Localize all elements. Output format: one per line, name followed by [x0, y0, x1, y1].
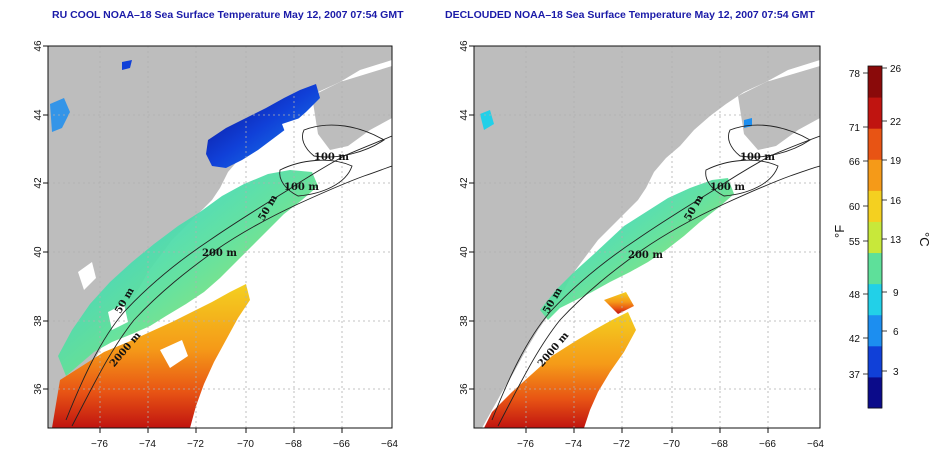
colorbar-swatch: [868, 283, 882, 316]
colorbar-swatch: [868, 221, 882, 254]
colorbar-swatch: [868, 252, 882, 285]
colorbar-swatch: [868, 314, 882, 347]
x-tick-label: −74: [565, 439, 582, 450]
sst-warm: [484, 312, 636, 428]
colorbar-swatch: [868, 66, 882, 98]
fahrenheit-tick: 48: [849, 290, 861, 301]
contour-label: 100 m: [314, 152, 349, 163]
right-map: [474, 46, 820, 428]
fahrenheit-tick: 60: [849, 202, 861, 213]
y-tick-label: 36: [33, 383, 44, 395]
sst-gulf-maine: [206, 84, 320, 168]
sst-shelf: [540, 178, 734, 320]
right-y-axis-labels: 46 44 42 40 38 36: [459, 40, 470, 395]
celsius-tick: 22: [890, 117, 902, 128]
x-tick-label: −64: [807, 439, 824, 450]
contour-label: 200 m: [202, 248, 237, 259]
colorbar-swatch: [868, 97, 882, 129]
fahrenheit-tick: 71: [849, 123, 861, 134]
fahrenheit-ticks: 78 71 66 60 55 48 42 37: [849, 69, 861, 381]
celsius-unit-label: °C: [917, 232, 932, 247]
right-panel-title: DECLOUDED NOAA–18 Sea Surface Temperatur…: [445, 9, 815, 21]
colorbar-frame: [867, 65, 883, 409]
axis-ticks: [43, 45, 769, 433]
colorbar-swatch: [868, 159, 882, 191]
x-tick-label: −76: [517, 439, 534, 450]
left-map: [48, 46, 392, 428]
fahrenheit-unit-label: °F: [832, 225, 847, 238]
land-mass: [48, 46, 392, 428]
y-tick-label: 42: [33, 177, 44, 189]
fahrenheit-tick: 37: [849, 370, 861, 381]
x-tick-label: −72: [613, 439, 630, 450]
y-tick-label: 38: [33, 315, 44, 327]
colorbar-swatch: [868, 345, 882, 378]
celsius-tick: 26: [890, 64, 902, 75]
contour-label: 200 m: [628, 250, 663, 261]
y-tick-label: 46: [33, 40, 44, 52]
x-tick-label: −74: [139, 439, 156, 450]
y-tick-label: 40: [459, 246, 470, 258]
left-panel-title: RU COOL NOAA–18 Sea Surface Temperature …: [52, 9, 404, 21]
x-tick-label: −64: [381, 439, 398, 450]
x-tick-label: −68: [711, 439, 728, 450]
y-tick-label: 40: [33, 246, 44, 258]
left-bathymetry: [65, 124, 392, 427]
x-tick-label: −70: [237, 439, 254, 450]
contour-label: 100 m: [284, 182, 319, 193]
y-tick-label: 36: [459, 383, 470, 395]
x-tick-label: −70: [663, 439, 680, 450]
fahrenheit-tick: 66: [849, 157, 861, 168]
fahrenheit-tick: 42: [849, 334, 861, 345]
celsius-tick: 19: [890, 156, 902, 167]
left-x-axis-labels: −76 −74 −72 −70 −68 −66 −64: [91, 439, 398, 450]
fahrenheit-tick: 78: [849, 69, 861, 80]
celsius-tick: 13: [890, 235, 902, 246]
colorbar-swatch: [868, 376, 882, 409]
celsius-tick: 6: [893, 327, 899, 338]
celsius-tick: 16: [890, 196, 902, 207]
y-tick-label: 38: [459, 315, 470, 327]
celsius-tick: 9: [893, 288, 899, 299]
right-bathymetry: [491, 124, 820, 427]
contour-label: 100 m: [710, 182, 745, 193]
left-y-axis-labels: 46 44 42 40 38 36: [33, 40, 44, 395]
x-tick-label: −66: [333, 439, 350, 450]
fahrenheit-tick: 55: [849, 237, 861, 248]
y-tick-label: 44: [33, 109, 44, 121]
colorbar: 78 71 66 60 55 48 42 37 26 22 19 16 13 9…: [832, 64, 932, 409]
land-mass: [474, 46, 820, 428]
x-tick-label: −76: [91, 439, 108, 450]
sst-warm: [52, 284, 250, 428]
left-map-frame: [47, 45, 393, 429]
contour-label: 100 m: [740, 152, 775, 163]
celsius-ticks: 26 22 19 16 13 9 6 3: [890, 64, 902, 378]
y-tick-label: 46: [459, 40, 470, 52]
x-tick-label: −66: [759, 439, 776, 450]
x-tick-label: −72: [187, 439, 204, 450]
right-x-axis-labels: −76 −74 −72 −70 −68 −66 −64: [517, 439, 824, 450]
celsius-tick: 3: [893, 367, 899, 378]
colorbar-swatch: [868, 190, 882, 222]
x-tick-label: −68: [285, 439, 302, 450]
right-map-frame: [473, 45, 821, 429]
colorbar-swatch: [868, 128, 882, 160]
y-tick-label: 44: [459, 109, 470, 121]
right-grid: [474, 46, 820, 428]
left-grid: [48, 46, 392, 428]
y-tick-label: 42: [459, 177, 470, 189]
